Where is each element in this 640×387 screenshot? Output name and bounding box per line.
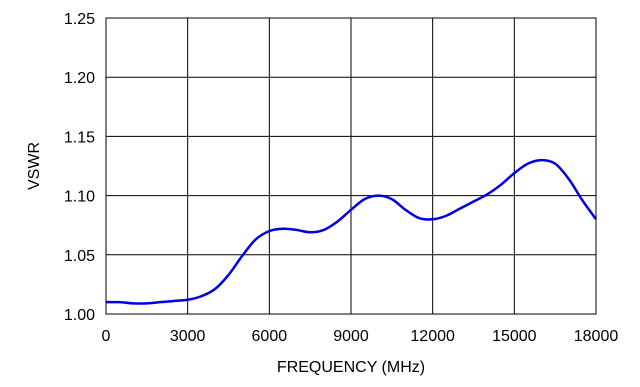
x-tick-label: 9000 <box>333 328 369 345</box>
y-tick-label: 1.15 <box>64 129 95 146</box>
x-tick-label: 12000 <box>410 328 455 345</box>
vswr-series-line <box>105 158 598 305</box>
x-tick-label: 6000 <box>252 328 288 345</box>
x-tick-labels: 0 3000 6000 9000 12000 15000 18000 <box>102 328 619 345</box>
y-tick-label: 1.10 <box>64 189 95 206</box>
x-tick-label: 3000 <box>170 328 206 345</box>
series-layer <box>105 158 598 305</box>
x-tick-label: 18000 <box>574 328 619 345</box>
y-tick-label: 1.20 <box>64 70 95 87</box>
y-tick-label: 1.00 <box>64 307 95 324</box>
y-axis-title: VSWR <box>26 142 43 190</box>
y-tick-label: 1.05 <box>64 248 95 265</box>
x-tick-label: 0 <box>102 328 111 345</box>
x-tick-label: 15000 <box>492 328 537 345</box>
x-axis-title: FREQUENCY (MHz) <box>277 359 425 376</box>
grid-lines <box>106 18 596 314</box>
y-tick-labels: 1.00 1.05 1.10 1.15 1.20 1.25 <box>64 11 95 324</box>
y-tick-label: 1.25 <box>64 11 95 28</box>
plot-frame <box>105 17 597 315</box>
